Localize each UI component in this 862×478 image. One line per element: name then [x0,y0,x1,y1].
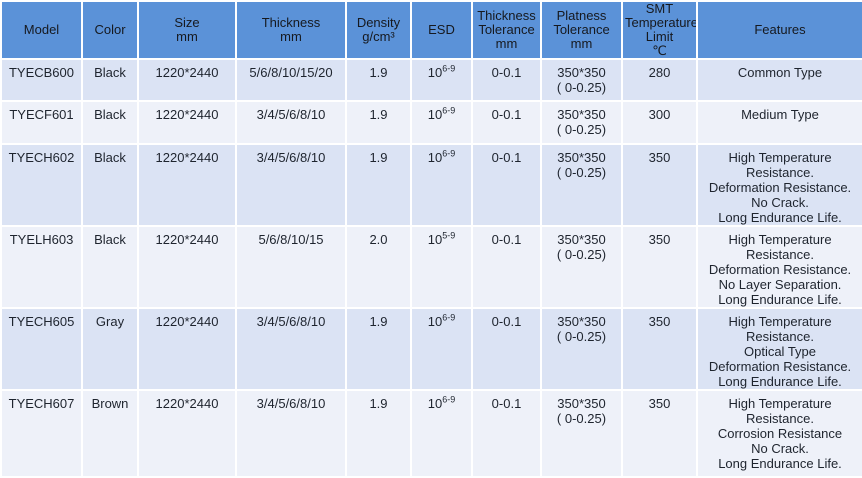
header-cell-features: Features [696,0,862,60]
cell-color: Brown [81,389,139,478]
cell-thickness: 5/6/8/10/15 [235,225,347,309]
cell-esd: 106-9 [410,389,473,478]
esd-base: 10 [427,150,443,165]
cell-color: Black [81,225,139,309]
cell-platness-tolerance: 350*350 ( 0-0.25) [540,225,623,309]
cell-size: 1220*2440 [137,100,237,145]
cell-esd: 106-9 [410,307,473,391]
table-row-tyech607: TYECH607 Brown 1220*2440 3/4/5/6/8/10 1.… [0,389,862,478]
esd-base: 10 [427,396,443,411]
cell-thickness: 5/6/8/10/15/20 [235,58,347,102]
cell-thickness-tolerance: 0-0.1 [471,389,542,478]
cell-features: High Temperature Resistance. Corrosion R… [696,389,862,478]
header-cell-thickness-tolerance: Thickness Tolerance mm [471,0,542,60]
cell-thickness: 3/4/5/6/8/10 [235,143,347,227]
table-row-tyech602: TYECH602 Black 1220*2440 3/4/5/6/8/10 1.… [0,143,862,227]
cell-density: 1.9 [345,58,412,102]
cell-thickness: 3/4/5/6/8/10 [235,100,347,145]
cell-thickness: 3/4/5/6/8/10 [235,307,347,391]
cell-esd: 106-9 [410,143,473,227]
cell-features: High Temperature Resistance. Deformation… [696,143,862,227]
cell-model: TYELH603 [0,225,83,309]
cell-model: TYECH607 [0,389,83,478]
cell-platness-tolerance: 350*350 ( 0-0.25) [540,100,623,145]
table-row-tyech605: TYECH605 Gray 1220*2440 3/4/5/6/8/10 1.9… [0,307,862,391]
esd-exponent: 6-9 [442,63,456,74]
esd-exponent: 6-9 [442,312,456,323]
header-cell-thickness: Thickness mm [235,0,347,60]
cell-density: 1.9 [345,307,412,391]
header-cell-density: Density g/cm³ [345,0,412,60]
cell-model: TYECF601 [0,100,83,145]
cell-smt-limit: 350 [621,143,698,227]
cell-size: 1220*2440 [137,58,237,102]
cell-smt-limit: 280 [621,58,698,102]
header-row: Model Color Size mm Thickness mm Density… [0,0,862,60]
cell-features: Common Type [696,58,862,102]
cell-thickness-tolerance: 0-0.1 [471,225,542,309]
cell-density: 1.9 [345,100,412,145]
cell-esd: 106-9 [410,58,473,102]
cell-size: 1220*2440 [137,225,237,309]
cell-platness-tolerance: 350*350 ( 0-0.25) [540,307,623,391]
cell-density: 1.9 [345,389,412,478]
esd-exponent: 6-9 [442,105,456,116]
cell-esd: 106-9 [410,100,473,145]
cell-smt-limit: 350 [621,389,698,478]
table-row-tyecf601: TYECF601 Black 1220*2440 3/4/5/6/8/10 1.… [0,100,862,145]
cell-esd: 105-9 [410,225,473,309]
header-cell-smt-limit: SMT Temperature Limit ℃ [621,0,698,60]
cell-color: Black [81,100,139,145]
cell-model: TYECB600 [0,58,83,102]
cell-smt-limit: 300 [621,100,698,145]
cell-color: Gray [81,307,139,391]
header-cell-model: Model [0,0,83,60]
esd-exponent: 6-9 [442,148,456,159]
cell-color: Black [81,58,139,102]
cell-thickness-tolerance: 0-0.1 [471,143,542,227]
cell-thickness-tolerance: 0-0.1 [471,307,542,391]
cell-density: 1.9 [345,143,412,227]
header-cell-size: Size mm [137,0,237,60]
cell-features: Medium Type [696,100,862,145]
cell-density: 2.0 [345,225,412,309]
esd-base: 10 [427,314,443,329]
cell-thickness: 3/4/5/6/8/10 [235,389,347,478]
cell-features: High Temperature Resistance. Deformation… [696,225,862,309]
cell-model: TYECH602 [0,143,83,227]
cell-thickness-tolerance: 0-0.1 [471,100,542,145]
cell-features: High Temperature Resistance. Optical Typ… [696,307,862,391]
cell-color: Black [81,143,139,227]
esd-base: 10 [427,107,443,122]
table-row-tyecb600: TYECB600 Black 1220*2440 5/6/8/10/15/20 … [0,58,862,102]
cell-smt-limit: 350 [621,225,698,309]
cell-model: TYECH605 [0,307,83,391]
esd-base: 10 [427,232,443,247]
cell-platness-tolerance: 350*350 ( 0-0.25) [540,58,623,102]
cell-platness-tolerance: 350*350 ( 0-0.25) [540,143,623,227]
header-cell-esd: ESD [410,0,473,60]
header-cell-platness-tolerance: Platness Tolerance mm [540,0,623,60]
esd-base: 10 [427,65,443,80]
table-row-tyelh603: TYELH603 Black 1220*2440 5/6/8/10/15 2.0… [0,225,862,309]
esd-exponent: 6-9 [442,394,456,405]
cell-size: 1220*2440 [137,143,237,227]
cell-size: 1220*2440 [137,307,237,391]
cell-smt-limit: 350 [621,307,698,391]
cell-thickness-tolerance: 0-0.1 [471,58,542,102]
esd-exponent: 5-9 [442,230,456,241]
cell-size: 1220*2440 [137,389,237,478]
cell-platness-tolerance: 350*350 ( 0-0.25) [540,389,623,478]
header-cell-color: Color [81,0,139,60]
